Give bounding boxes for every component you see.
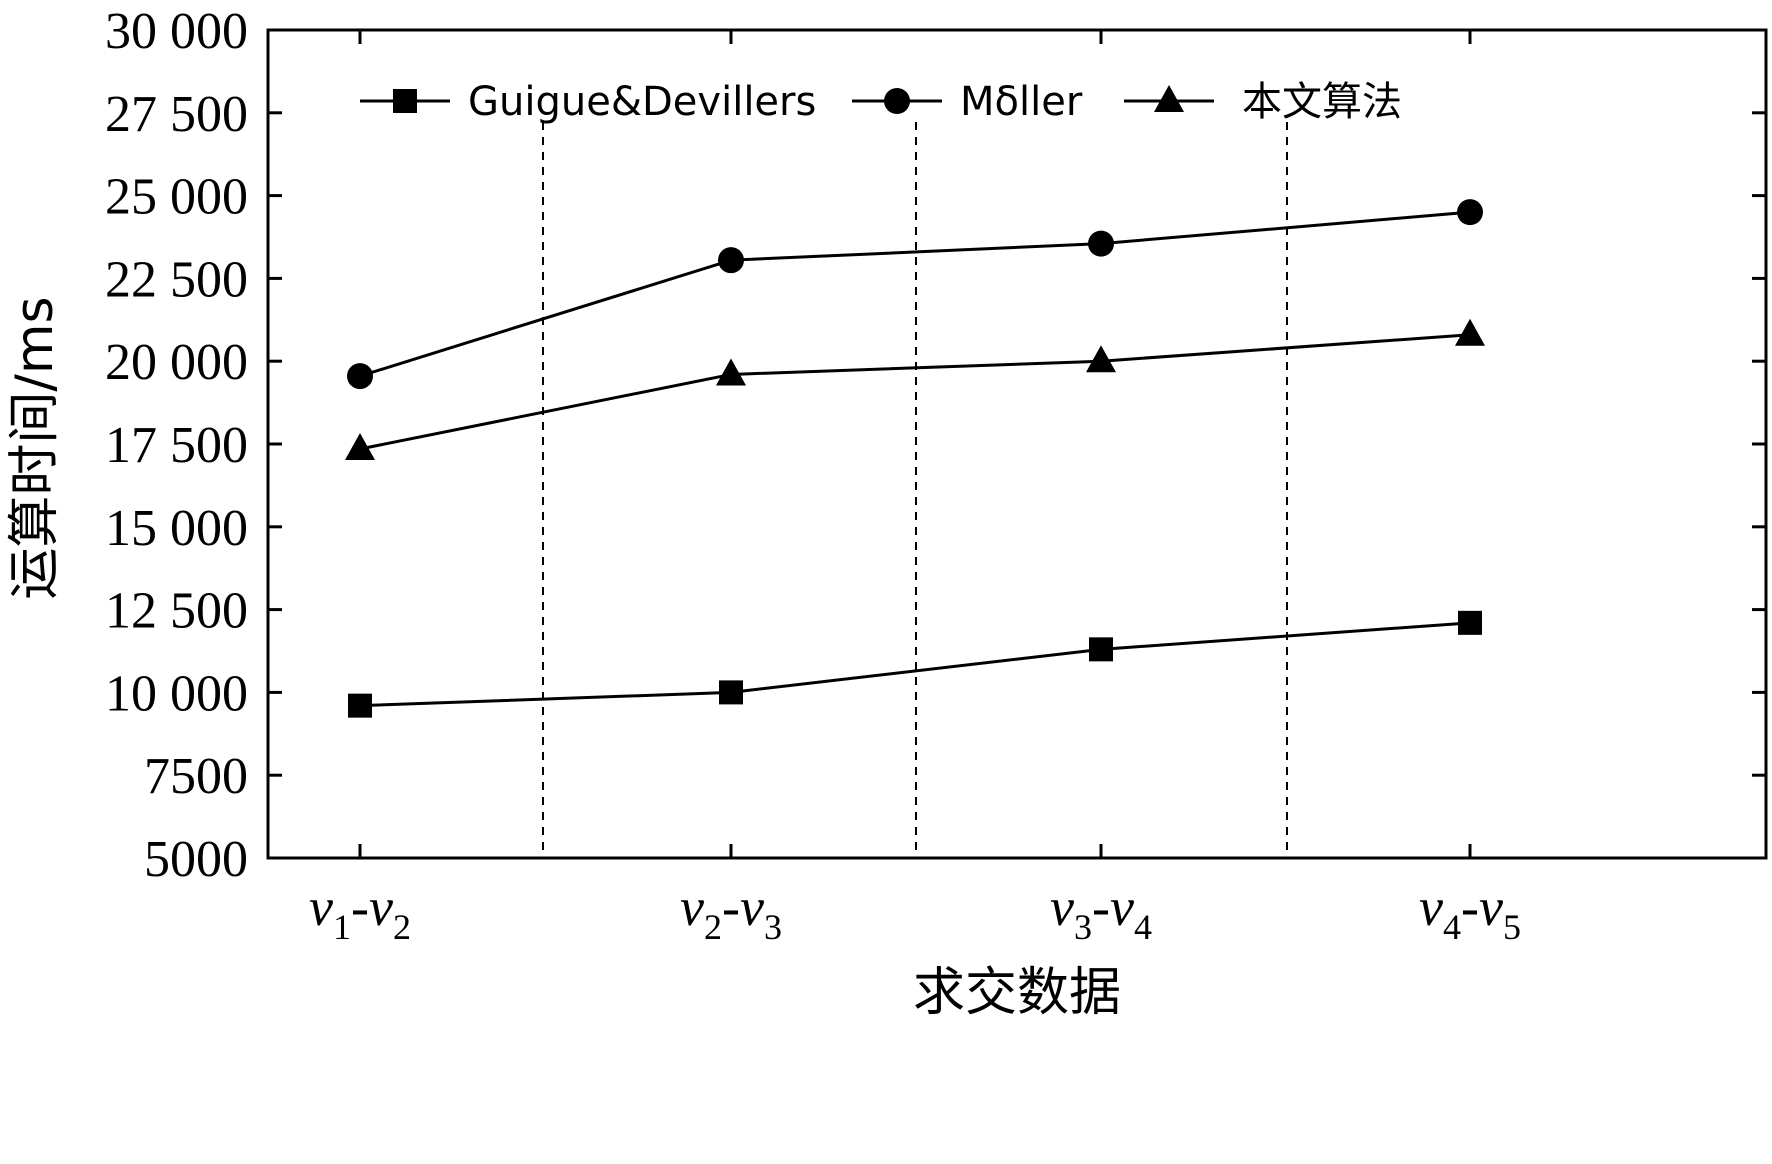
legend-marker-square [393, 89, 417, 113]
legend: Guigue&Devillers Mδller 本文算法 [360, 79, 1402, 125]
x-axis-ticks: v1-v2 v2-v3 v3-v4 v4-v5 [309, 30, 1521, 947]
y-tick-label: 5000 [144, 831, 248, 888]
y-tick-label: 10 000 [105, 665, 248, 722]
legend-label: 本文算法 [1242, 79, 1402, 125]
data-point-triangle [716, 358, 746, 386]
data-point-square [1458, 610, 1482, 635]
x-category-label: v2-v3 [680, 877, 782, 947]
y-tick-label: 7500 [144, 748, 248, 805]
data-point-circle [347, 363, 373, 390]
data-point-triangle [1086, 345, 1116, 373]
y-tick-label: 15 000 [105, 500, 248, 557]
data-point-square [1089, 637, 1113, 662]
data-point-circle [718, 247, 744, 274]
series-circle [347, 199, 1483, 390]
series-line-triangle [359, 333, 1471, 451]
series-square [348, 610, 1482, 718]
series-line-circle [359, 210, 1471, 378]
x-category-label: v1-v2 [309, 877, 411, 947]
y-tick-label: 22 500 [105, 251, 248, 308]
plot-frame [266, 28, 1768, 860]
legend-label: Guigue&Devillers [468, 79, 816, 125]
series-triangle [345, 318, 1485, 460]
y-axis-ticks: 5000 7500 10 000 12 500 15 000 17 500 20 000 22… [105, 3, 1766, 888]
data-point-triangle [1455, 318, 1485, 346]
y-tick-label: 25 000 [105, 169, 248, 226]
legend-marker-triangle [1154, 85, 1184, 112]
series-line-square [359, 621, 1471, 708]
data-point-square [719, 680, 743, 705]
x-category-label: v3-v4 [1050, 877, 1152, 947]
legend-marker-circle [884, 88, 910, 114]
legend-label: Mδller [960, 79, 1083, 125]
legend-item-triangle: 本文算法 [1124, 79, 1402, 125]
series-layer [345, 199, 1485, 718]
legend-item-circle: Mδller [852, 79, 1083, 125]
x-category-label: v4-v5 [1419, 877, 1521, 947]
data-point-circle [1088, 230, 1114, 257]
y-tick-label: 30 000 [105, 3, 248, 60]
y-axis-title: 运算时间/ms [5, 296, 65, 599]
y-tick-label: 17 500 [105, 417, 248, 474]
y-tick-label: 12 500 [105, 583, 248, 640]
data-point-square [348, 693, 372, 718]
legend-item-square: Guigue&Devillers [360, 79, 816, 125]
data-point-circle [1457, 199, 1483, 226]
y-tick-label: 27 500 [105, 86, 248, 143]
y-tick-label: 20 000 [105, 334, 248, 391]
data-point-triangle [345, 432, 375, 460]
grid-lines [542, 122, 1288, 858]
x-axis-title: 求交数据 [913, 963, 1121, 1023]
